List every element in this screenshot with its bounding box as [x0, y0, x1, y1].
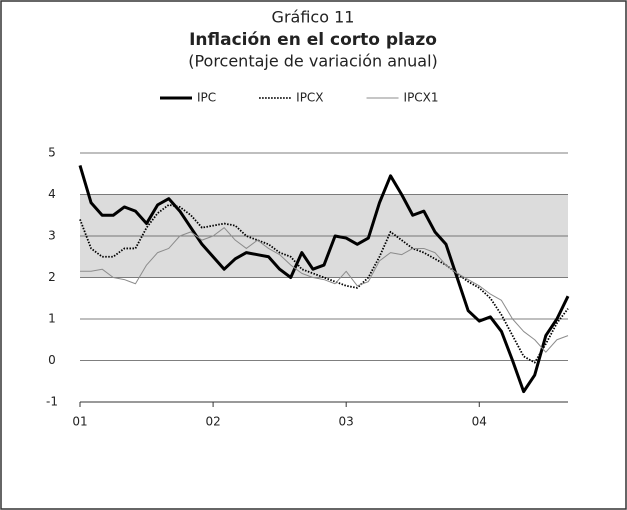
x-tick-label: 04: [472, 415, 487, 429]
line-series: [78, 165, 570, 394]
line-series: [79, 203, 569, 364]
chart-subtitle: Inflación en el corto plazo: [189, 30, 437, 50]
legend-label: IPCX: [296, 91, 323, 105]
y-tick-label: 5: [48, 146, 56, 160]
y-tick-label: 3: [48, 229, 56, 243]
legend-label: IPC: [197, 91, 216, 105]
legend-label: IPCX1: [404, 91, 439, 105]
y-tick-label: 1: [48, 312, 56, 326]
chart-title: Gráfico 11: [272, 8, 355, 27]
chart-note: (Porcentaje de variación anual): [188, 52, 438, 71]
x-tick-label: 02: [205, 415, 220, 429]
y-tick-label: 4: [48, 187, 56, 201]
x-tick-label: 03: [339, 415, 354, 429]
x-tick-label: 01: [72, 415, 87, 429]
y-tick-label: 0: [48, 353, 56, 367]
y-tick-label: 2: [48, 270, 56, 284]
y-tick-label: -1: [46, 395, 58, 409]
line-series: [80, 227, 569, 353]
